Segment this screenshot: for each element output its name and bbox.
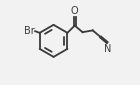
Text: O: O (71, 6, 79, 16)
Text: Br: Br (24, 26, 34, 36)
Text: N: N (104, 44, 111, 54)
